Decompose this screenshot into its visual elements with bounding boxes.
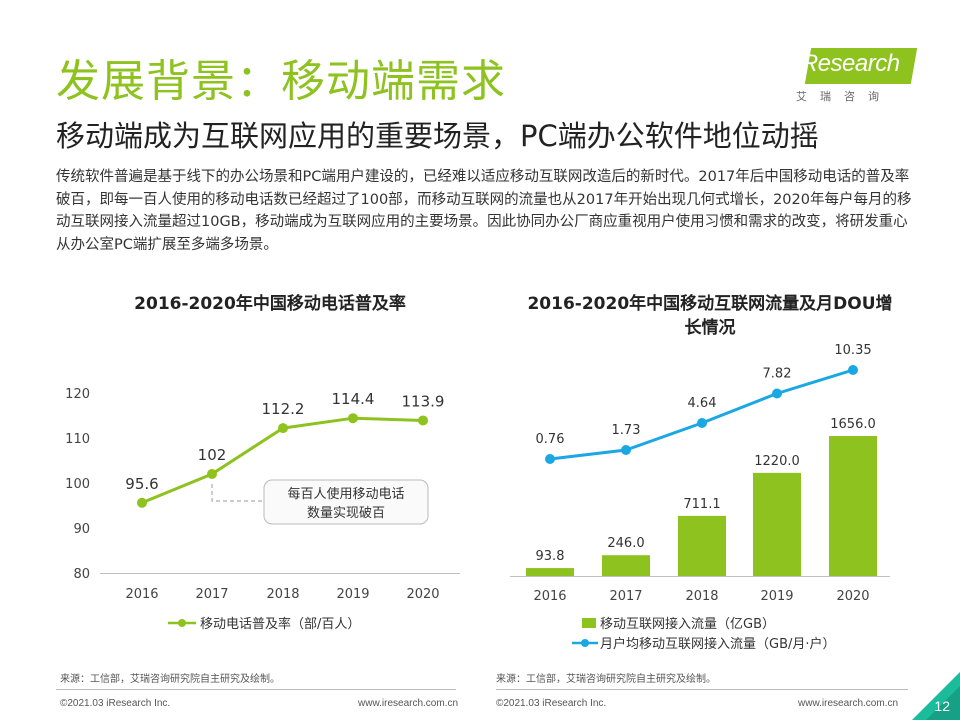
chart2-bar-label: 1220.0 [754, 454, 800, 469]
chart1-x-tick-label: 2017 [195, 587, 228, 602]
chart1-data-label: 95.6 [125, 475, 158, 493]
chart2-legend-line-marker [581, 639, 589, 647]
page-subtitle: 移动端成为互联网应用的重要场景，PC端办公软件地位动摇 [56, 119, 819, 153]
corner-decoration [912, 672, 960, 720]
body-paragraph: 传统软件普遍是基于线下的办公场景和PC端用户建设的，已经难以适应移动互联网改造后… [56, 169, 912, 253]
chart1-title: 2016-2020年中国移动电话普及率 [134, 294, 406, 314]
copyright-right: ©2021.03 iResearch Inc. [496, 698, 607, 709]
chart2-line-label: 10.35 [834, 343, 871, 358]
logo-text: iResearch [796, 50, 900, 77]
source-note-right: 来源：工信部，艾瑞咨询研究院自主研究及绘制。 [496, 674, 716, 685]
chart2-line-label: 4.64 [688, 396, 717, 411]
chart1-legend-marker [178, 619, 186, 627]
chart1-data-point [418, 415, 428, 426]
chart2-bar [829, 436, 877, 576]
chart1-data-point [348, 413, 358, 424]
chart2-line-point [697, 417, 707, 428]
chart2-x-tick-label: 2016 [533, 589, 566, 604]
chart2-line-point [848, 365, 858, 375]
chart1-legend-label: 移动电话普及率（部/百人） [200, 616, 360, 632]
chart1-y-tick-label: 110 [65, 432, 90, 447]
chart1-y-tick-label: 100 [65, 477, 90, 492]
chart1-annotation-text: 每百人使用移动电话 [287, 486, 404, 502]
chart1-data-point [278, 423, 288, 434]
chart1-data-label: 114.4 [332, 390, 375, 408]
chart2-legend-bar-swatch [582, 618, 596, 628]
chart2-line-point [772, 388, 782, 399]
chart2-bar-label: 1656.0 [830, 417, 876, 432]
chart1-annotation-text: 数量实现破百 [307, 506, 385, 521]
chart2-line-point [545, 454, 555, 464]
chart2-bar [526, 568, 574, 576]
chart1-data-label: 102 [198, 446, 227, 464]
chart2-series-line [549, 368, 854, 461]
page-number: 12 [934, 698, 950, 714]
chart2-line-label: 1.73 [612, 423, 641, 438]
chart1-x-tick-label: 2016 [125, 587, 158, 602]
chart2-title: 2016-2020年中国移动互联网流量及月DOU增长情况 [527, 294, 893, 338]
source-note-left: 来源：工信部，艾瑞咨询研究院自主研究及绘制。 [60, 674, 280, 685]
chart1-y-tick-label: 80 [73, 567, 90, 582]
chart1-data-point [137, 497, 147, 508]
iresearch-logo: iResearch 艾瑞咨询 [792, 48, 920, 110]
website-left: www.iresearch.com.cn [358, 698, 459, 709]
chart1-annotation-leader [211, 484, 262, 502]
chart1-x-tick-label: 2020 [406, 587, 439, 602]
chart2-x-tick-label: 2019 [760, 589, 793, 604]
logo-subtext: 艾瑞咨询 [796, 90, 892, 103]
chart1-data-label: 113.9 [402, 392, 445, 410]
chart2-x-tick-label: 2017 [609, 589, 642, 604]
chart2-legend-bar-label: 移动互联网接入流量（亿GB） [600, 616, 775, 632]
chart1-x-tick-label: 2019 [336, 587, 369, 602]
chart1-y-tick-label: 120 [65, 387, 90, 402]
chart1-annotation-box [263, 479, 429, 525]
chart1-data-point [207, 469, 217, 479]
footer-divider-left [56, 689, 456, 690]
chart2-bar [602, 555, 650, 576]
chart1-svg: 80 90 100 110 120 2016 2017 2018 2019 2020 95.6 102… [65, 387, 460, 632]
chart2-legend-line-label: 月户均移动互联网接入流量（GB/月·户） [600, 636, 836, 652]
chart1-data-label: 112.2 [262, 400, 305, 418]
copyright-left: ©2021.03 iResearch Inc. [60, 698, 171, 709]
chart2-bar [753, 472, 801, 576]
chart2-bar [678, 515, 726, 576]
chart2-line-label: 0.76 [536, 432, 565, 447]
chart2-line-label: 7.82 [763, 366, 792, 381]
footer-divider-right [496, 689, 908, 690]
chart2-bar-label: 93.8 [536, 549, 565, 564]
chart2-bar-label: 711.1 [683, 497, 720, 512]
chart1-y-tick-label: 90 [73, 522, 90, 537]
chart1-x-tick-label: 2018 [266, 587, 299, 602]
chart2-x-tick-label: 2020 [836, 589, 869, 604]
chart2-bar-label: 246.0 [607, 536, 644, 551]
page-title: 发展背景：移动端需求 [56, 56, 506, 107]
chart2-x-tick-label: 2018 [685, 589, 718, 604]
website-right: www.iresearch.com.cn [798, 698, 899, 709]
chart2-svg: 93.8 246.0 711.1 1220.0 1656.0 2016 2017 2018 20… [510, 343, 890, 652]
chart2-line-point [621, 444, 631, 455]
